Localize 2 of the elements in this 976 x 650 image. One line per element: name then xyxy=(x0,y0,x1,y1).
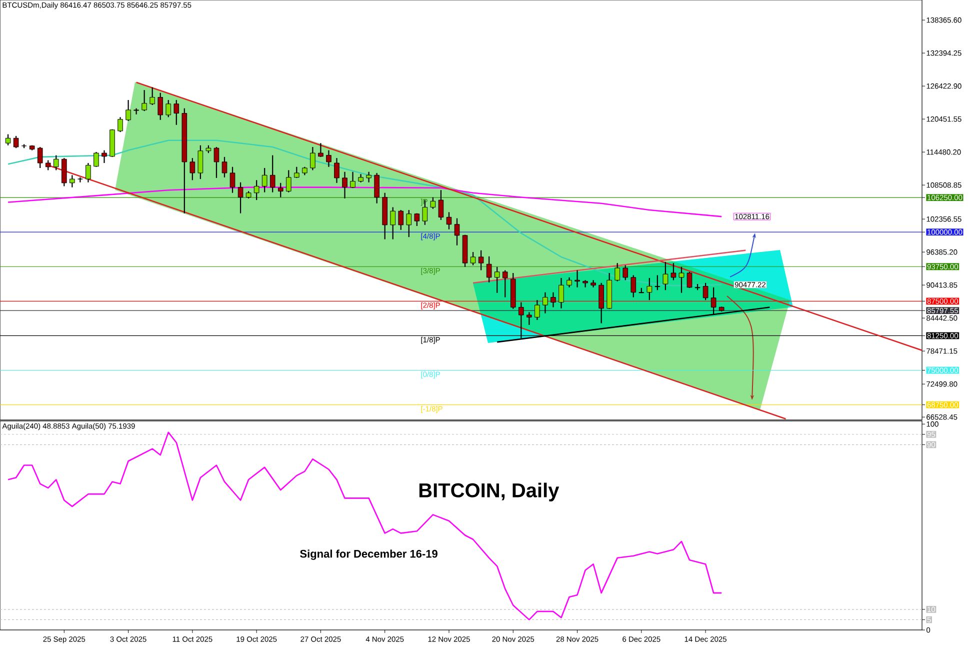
annotation: Signal for December 16-19 xyxy=(300,550,438,560)
annotation: BITCOIN, Daily xyxy=(419,482,560,502)
